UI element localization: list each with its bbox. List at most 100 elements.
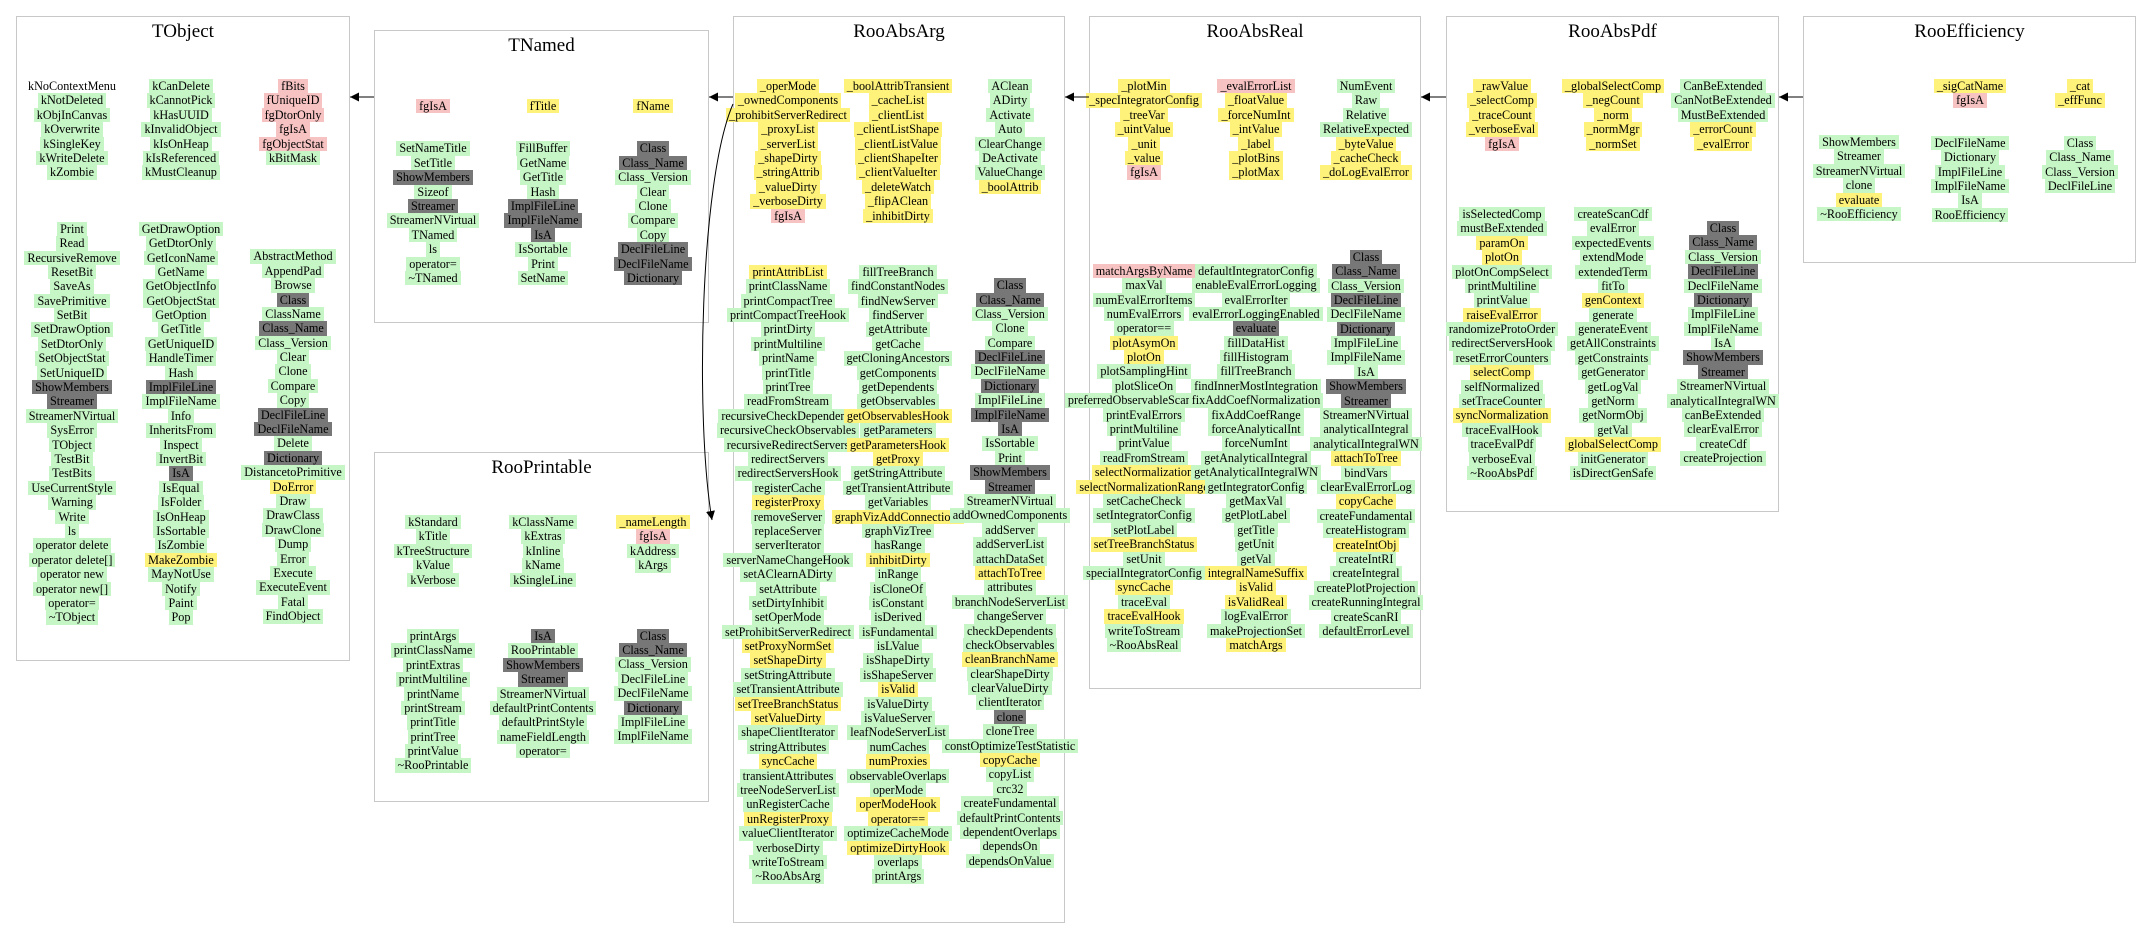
member-item: StreamerNVirtual: [496, 686, 590, 701]
member-item: raiseEvalError: [1463, 307, 1541, 323]
member-item: _normMgr: [1583, 122, 1643, 137]
member-item: inRange: [874, 567, 922, 582]
member-item: ImplFileName: [971, 407, 1049, 423]
member-item: ExecuteEvent: [256, 580, 330, 595]
member-item: setTransientAttribute: [733, 682, 843, 697]
member-item: _cacheCheck: [1330, 150, 1402, 166]
member-item: redirectServers: [748, 451, 828, 467]
member-item: IsSortable: [515, 242, 571, 257]
member-item: fgIsA: [276, 122, 310, 137]
member-item: Streamer: [518, 672, 568, 687]
member-item: attachDataSet: [973, 551, 1047, 566]
member-column: _boolAttribTransient _cacheList _clientLis…: [831, 79, 965, 884]
member-item: kIsOnHeap: [150, 136, 212, 151]
member-item: inhibitDirty: [866, 552, 930, 568]
member-item: operator delete: [32, 538, 112, 553]
member-item: syncNormalization: [1452, 408, 1552, 423]
member-item: numEvalErrorItems: [1092, 292, 1196, 307]
member-item: DistancetoPrimitive: [241, 465, 345, 480]
member-item: StreamerNVirtual: [1319, 408, 1413, 423]
member-item: ~RooEfficiency: [1817, 206, 1901, 222]
member-item: Clear: [636, 184, 670, 199]
member-item: getTitle: [1234, 522, 1278, 538]
member-item: SavePrimitive: [34, 293, 110, 309]
member-item: AppendPad: [261, 263, 325, 279]
member-item: _plotBins: [1229, 150, 1283, 166]
member-item: getNorm: [1588, 394, 1638, 409]
member-item: GetDtorOnly: [145, 236, 217, 251]
member-item: getAnalyticalIntegralWN: [1191, 465, 1321, 480]
member-item: specialIntegratorConfig: [1083, 565, 1205, 581]
member-item: _deleteWatch: [861, 179, 934, 195]
member-item: setCacheCheck: [1103, 493, 1185, 509]
member-item: Compare: [984, 335, 1036, 351]
member-item: Class_Name: [1332, 264, 1400, 279]
class-box-tnamed: TNamed fgIsA SetNameTitle SetTitle ShowMemb…: [374, 30, 709, 323]
member-item: ShowMembers: [970, 465, 1050, 480]
member-column: fBits fUniqueID fgDtorOnly fgIsA fgObjectSta…: [241, 79, 345, 624]
member-item: _clientValueIter: [856, 165, 940, 180]
member-item: IsFolder: [157, 495, 205, 510]
member-item: unRegisterProxy: [744, 811, 832, 827]
member-item: printName: [758, 351, 818, 366]
member-item: addServerList: [972, 537, 1048, 552]
member-item: setValueDirty: [751, 711, 825, 726]
member-item: traceEvalHook: [1462, 422, 1542, 438]
member-item: _cacheList: [868, 93, 928, 108]
member-item: _rawValue: [1472, 79, 1532, 94]
member-item: Dictionary: [1940, 150, 2000, 165]
member-item: leafNodeServerList: [847, 725, 949, 740]
member-item: forceNumInt: [1221, 436, 1291, 451]
member-item: createCdf: [1696, 436, 1750, 452]
member-item: ImplFileName: [142, 394, 220, 409]
member-item: Class_Version: [1685, 249, 1761, 265]
member-item: Draw: [276, 493, 310, 509]
member-item: isDirectGenSafe: [1569, 465, 1657, 481]
member-column: kStandard kTitle kTreeStructure kValue kVerb…: [381, 501, 485, 773]
member-item: printEvalErrors: [1103, 407, 1185, 423]
member-item: _label: [1238, 136, 1274, 151]
member-item: _boolAttrib: [978, 179, 1042, 195]
member-item: matchArgsByName: [1092, 263, 1196, 279]
member-item: _nameLength: [616, 515, 690, 530]
member-item: ResetBit: [48, 264, 96, 280]
member-item: Class: [636, 628, 670, 643]
member-item: _negCount: [1583, 93, 1643, 108]
member-item: preferredObservableScanOrder: [1064, 393, 1224, 408]
member-item: DeclFileLine: [617, 671, 689, 687]
class-box-rooabsreal: RooAbsReal _plotMin _specIntegratorConfig…: [1064, 16, 1424, 689]
member-item: transientAttributes: [739, 768, 837, 783]
member-item: ShowMembers: [1326, 379, 1406, 394]
member-item: getAnalyticalIntegral: [1201, 450, 1311, 466]
member-item: RooEfficiency: [1931, 207, 2009, 223]
member-item: getVal: [1237, 551, 1275, 566]
member-item: fillDataHist: [1224, 335, 1288, 351]
member-item: selectComp: [1470, 365, 1534, 380]
member-item: kSingleLine: [510, 572, 576, 587]
member-item: GetOption: [152, 308, 210, 323]
member-item: ~RooAbsArg: [752, 869, 824, 884]
member-item: logEvalError: [1221, 609, 1291, 624]
member-item: _globalSelectComp: [1561, 79, 1665, 94]
member-item: enableEvalErrorLogging: [1192, 278, 1320, 293]
member-item: NumEvent: [1336, 79, 1396, 94]
member-item: DoError: [269, 479, 317, 494]
member-item: printAttribList: [749, 264, 827, 280]
member-item: fName: [633, 99, 673, 114]
member-item: initGenerator: [1577, 451, 1649, 466]
member-item: plotOnCompSelect: [1452, 264, 1552, 279]
member-item: extendedTerm: [1575, 264, 1651, 279]
member-item: getParameters: [860, 423, 936, 438]
member-item: attachToTree: [1331, 451, 1401, 466]
member-item: plotAsymOn: [1109, 335, 1179, 351]
member-item: writeToStream: [1104, 623, 1184, 638]
member-item: IsSortable: [982, 436, 1038, 451]
member-item: fillTreeBranch: [859, 264, 937, 280]
member-item: DeclFileName: [1931, 135, 2009, 151]
member-item: TObject: [49, 437, 95, 452]
member-item: InheritsFrom: [146, 423, 216, 438]
member-item: SetNameTitle: [396, 141, 470, 156]
member-item: checkObservables: [962, 637, 1058, 653]
member-item: RecursiveRemove: [24, 250, 120, 265]
member-item: kArgs: [635, 558, 671, 573]
